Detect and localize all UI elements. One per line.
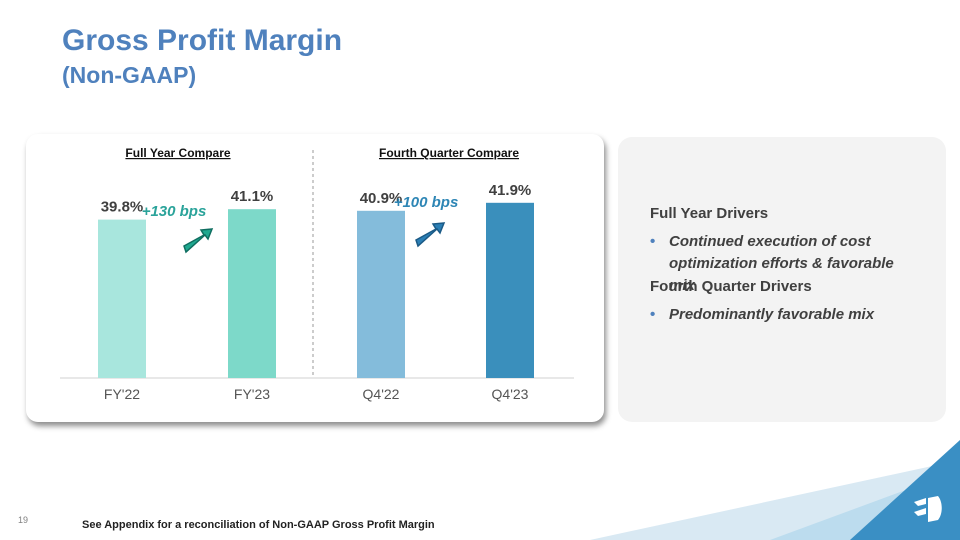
- category-label: FY'22: [104, 386, 140, 402]
- slide-subtitle: (Non-GAAP): [62, 62, 197, 88]
- panel-title-2: Fourth Quarter Compare: [379, 146, 519, 160]
- bar-fy22: [98, 219, 146, 378]
- bar-fy23: [228, 209, 276, 378]
- drivers-card: [618, 137, 946, 422]
- panel-title-1: Full Year Compare: [125, 146, 230, 160]
- value-label: 41.9%: [489, 182, 532, 199]
- arrow-shape-1: [183, 228, 214, 254]
- full-year-driver-item: • Continued execution of cost optimizatio…: [650, 231, 940, 297]
- footnote: See Appendix for a reconciliation of Non…: [82, 519, 435, 531]
- value-label: 39.8%: [101, 199, 144, 216]
- change-label-full-year: +130 bps: [142, 203, 207, 220]
- panel-title-fourth-quarter: Fourth Quarter Compare: [379, 146, 519, 160]
- fourth-quarter-drivers-heading: Fourth Quarter Drivers: [650, 278, 812, 295]
- logo-icon: [914, 496, 942, 522]
- category-label: FY'23: [234, 386, 270, 402]
- fourth-quarter-driver-text: Predominantly favorable mix: [669, 306, 875, 323]
- category-label: Q4'22: [363, 386, 400, 402]
- change-label-fourth-quarter: +100 bps: [394, 194, 459, 211]
- category-label: Q4'23: [492, 386, 529, 402]
- change-arrow-fourth-quarter: +100 bps: [394, 194, 459, 248]
- value-label: 40.9%: [360, 190, 403, 207]
- bullet-icon: •: [650, 233, 656, 250]
- bar-q422: [357, 210, 405, 378]
- fourth-quarter-driver-item: • Predominantly favorable mix: [650, 304, 940, 326]
- change-arrow-full-year: +130 bps: [142, 203, 214, 254]
- full-year-drivers-heading: Full Year Drivers: [650, 205, 769, 222]
- gross-margin-chart: Full Year Compare Fourth Quarter Compare…: [60, 146, 574, 402]
- full-year-driver-text: Continued execution of cost optimization…: [669, 233, 894, 294]
- bar-q423: [486, 202, 534, 378]
- chart-card: Full Year Compare Fourth Quarter Compare…: [26, 134, 604, 422]
- value-label: 41.1%: [231, 188, 274, 205]
- panel-title-full-year: Full Year Compare: [125, 146, 230, 160]
- bullet-icon: •: [650, 306, 656, 323]
- arrow-shape-2: [415, 222, 446, 248]
- page-number: 19: [18, 515, 29, 525]
- slide-title: Gross Profit Margin: [62, 24, 343, 57]
